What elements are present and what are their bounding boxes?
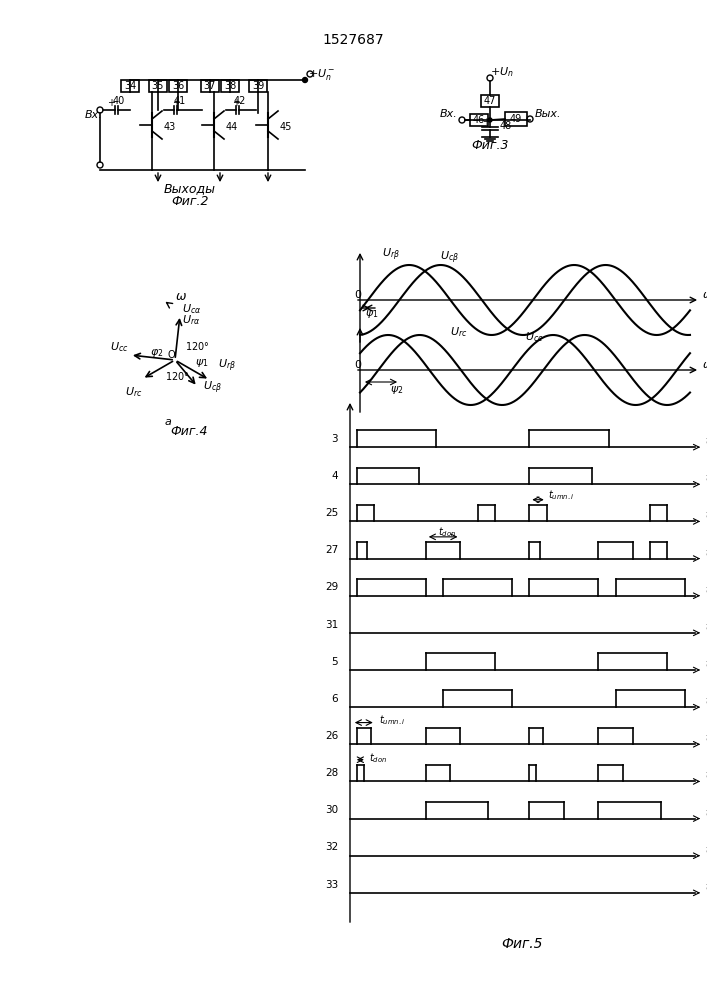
- Text: Фиг.2: Фиг.2: [171, 195, 209, 208]
- Text: 41: 41: [174, 96, 186, 106]
- Text: Фиг.5: Фиг.5: [502, 937, 543, 951]
- Text: $120°$: $120°$: [165, 370, 189, 382]
- Text: $120°$: $120°$: [185, 340, 209, 352]
- Text: 49: 49: [510, 114, 522, 124]
- Text: 5: 5: [332, 657, 338, 667]
- Text: 45: 45: [280, 122, 293, 132]
- Text: 48: 48: [500, 121, 513, 131]
- Text: 4: 4: [332, 471, 338, 481]
- Text: 44: 44: [226, 122, 238, 132]
- Bar: [505, 112, 527, 126]
- Text: $\psi_2$: $\psi_2$: [390, 384, 404, 396]
- Circle shape: [488, 118, 492, 122]
- Text: $U_{c\alpha}$: $U_{c\alpha}$: [182, 302, 201, 316]
- Text: 28: 28: [325, 768, 338, 778]
- Bar: [221, 80, 239, 92]
- Text: 42: 42: [234, 96, 246, 106]
- Bar: [470, 114, 488, 126]
- Text: t: t: [705, 585, 707, 595]
- Text: 33: 33: [325, 880, 338, 890]
- Text: Фиг.4: Фиг.4: [170, 425, 207, 438]
- Text: t: t: [705, 436, 707, 446]
- Text: 25: 25: [325, 508, 338, 518]
- Text: $\omega t$: $\omega t$: [702, 288, 707, 300]
- Text: 3: 3: [332, 434, 338, 444]
- Text: +: +: [107, 98, 115, 108]
- Bar: [121, 80, 139, 92]
- Text: 27: 27: [325, 545, 338, 555]
- Text: 36: 36: [172, 81, 184, 91]
- Text: $U_{c\beta}$: $U_{c\beta}$: [203, 379, 222, 396]
- Text: $t_{don}$: $t_{don}$: [438, 525, 456, 539]
- Text: $U_{c\beta}$: $U_{c\beta}$: [440, 249, 459, 266]
- Text: t: t: [705, 882, 707, 892]
- Text: O: O: [167, 350, 175, 360]
- Text: $+U_n^-$: $+U_n^-$: [308, 66, 335, 82]
- Text: t: t: [705, 622, 707, 632]
- Text: a: a: [165, 417, 172, 427]
- Text: +: +: [232, 98, 240, 108]
- Text: Выходы: Выходы: [164, 182, 216, 195]
- Text: $\psi_1$: $\psi_1$: [365, 308, 378, 320]
- Text: +: +: [482, 117, 490, 127]
- Circle shape: [303, 78, 308, 83]
- Text: t: t: [705, 510, 707, 520]
- Text: 40: 40: [113, 96, 125, 106]
- Text: 39: 39: [252, 81, 264, 91]
- Text: 32: 32: [325, 842, 338, 852]
- Text: Фиг.3: Фиг.3: [472, 139, 509, 152]
- Bar: [169, 80, 187, 92]
- Text: t: t: [705, 845, 707, 855]
- Text: t: t: [705, 770, 707, 780]
- Text: Вх.: Вх.: [85, 110, 103, 120]
- Bar: [149, 80, 167, 92]
- Text: 30: 30: [325, 805, 338, 815]
- Text: t: t: [705, 808, 707, 818]
- Text: 38: 38: [224, 81, 236, 91]
- Text: 0: 0: [354, 290, 361, 300]
- Text: 29: 29: [325, 582, 338, 592]
- Text: 34: 34: [124, 81, 136, 91]
- Text: $\omega$: $\omega$: [175, 290, 187, 303]
- Text: 1527687: 1527687: [322, 33, 384, 47]
- Text: $\omega t$: $\omega t$: [702, 358, 707, 370]
- Bar: [201, 80, 219, 92]
- Text: $U_{rc}$: $U_{rc}$: [450, 325, 467, 339]
- Text: $U_{r\beta}$: $U_{r\beta}$: [218, 357, 236, 374]
- Text: t: t: [705, 659, 707, 669]
- Text: +: +: [172, 98, 180, 108]
- Text: t: t: [705, 696, 707, 706]
- Text: t: t: [705, 733, 707, 743]
- Bar: [481, 95, 499, 107]
- Text: 46: 46: [473, 115, 485, 125]
- Bar: [249, 80, 267, 92]
- Text: $U_{rc}$: $U_{rc}$: [125, 385, 143, 399]
- Text: $+U_n$: $+U_n$: [490, 65, 514, 79]
- Text: $t_{umn.i}$: $t_{umn.i}$: [379, 714, 405, 727]
- Text: 37: 37: [204, 81, 216, 91]
- Text: Вх.: Вх.: [440, 109, 457, 119]
- Text: 26: 26: [325, 731, 338, 741]
- Text: $\varphi_2$: $\varphi_2$: [150, 347, 163, 359]
- Text: $U_{r\alpha}$: $U_{r\alpha}$: [182, 313, 200, 327]
- Text: $t_{umn.i}$: $t_{umn.i}$: [548, 488, 575, 502]
- Text: Вых.: Вых.: [535, 109, 561, 119]
- Text: $t_{don}$: $t_{don}$: [369, 751, 387, 765]
- Text: 43: 43: [164, 122, 176, 132]
- Text: 6: 6: [332, 694, 338, 704]
- Text: $U_{cc}$: $U_{cc}$: [110, 340, 129, 354]
- Text: 35: 35: [152, 81, 164, 91]
- Text: 31: 31: [325, 620, 338, 630]
- Text: 0: 0: [354, 360, 361, 370]
- Text: t: t: [705, 548, 707, 558]
- Text: 47: 47: [484, 96, 496, 106]
- Text: $U_{r\beta}$: $U_{r\beta}$: [382, 246, 400, 263]
- Text: $U_{cc}$: $U_{cc}$: [525, 330, 544, 344]
- Text: $\psi_1$: $\psi_1$: [195, 357, 209, 369]
- Text: t: t: [705, 473, 707, 483]
